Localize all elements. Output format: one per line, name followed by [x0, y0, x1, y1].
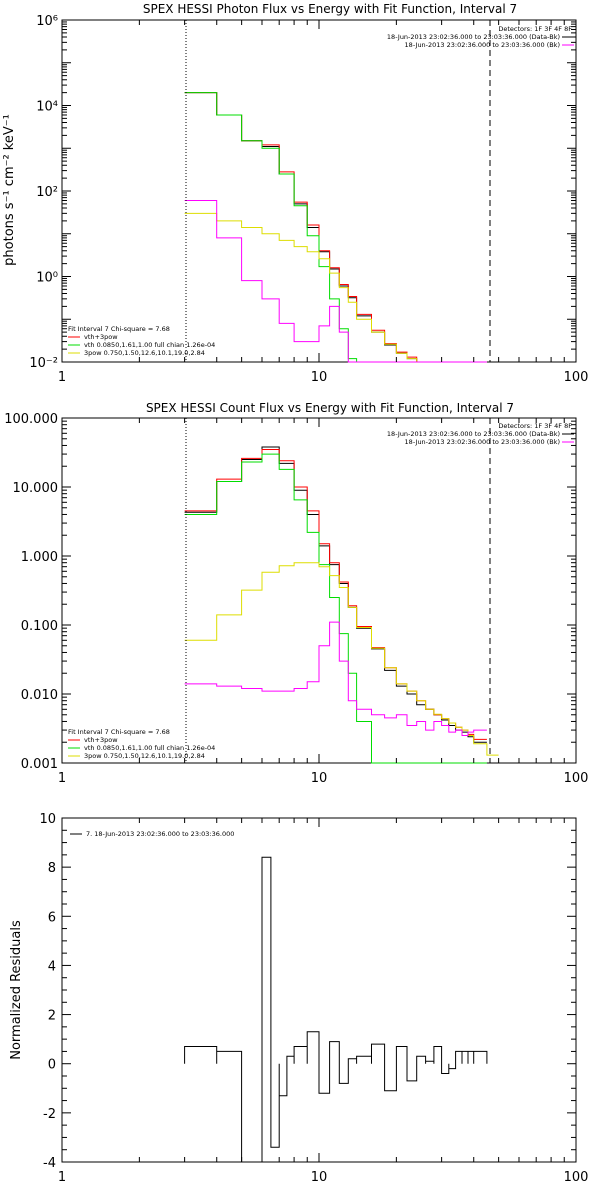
y-tick-label: 2	[48, 1009, 56, 1024]
y-tick-label: 0	[48, 1058, 56, 1073]
fit-range-markers	[185, 418, 491, 763]
series-group	[184, 92, 487, 363]
legend-entry-power: 3pow 0.750,1.50,12.6,10.1,19.0,2.84	[84, 349, 205, 357]
legend-entry-thermal: vth 0.0850,1.61,1.00 full chian 1.26e-04	[84, 341, 215, 349]
series-data-bk-line	[184, 92, 487, 363]
y-tick-label: 100.000	[4, 412, 58, 427]
y-axis-label: photons s⁻¹ cm⁻² keV⁻¹	[2, 114, 17, 266]
y-tick-label: 1.000	[21, 550, 58, 565]
y-tick-label: 10⁰	[36, 271, 58, 286]
fit-header: Fit Interval 7 Chi-square = 7.68	[68, 325, 170, 333]
legend-bottom-left: Fit Interval 7 Chi-square = 7.68 vth+3po…	[68, 728, 215, 760]
legend-top-left: 7. 18-Jun-2013 23:02:36.000 to 23:03:36.…	[70, 830, 234, 838]
x-tick-label: 100	[564, 1170, 589, 1185]
legend-entry-data: 18-Jun-2013 23:02:36.000 to 23:03:36.000…	[387, 33, 560, 41]
y-tick-label: 10	[39, 812, 56, 827]
legend-entry-fit: vth+3pow	[84, 333, 118, 341]
series-bk-line	[184, 621, 487, 736]
residuals-panel: Normalized Residuals 1 10 100 -4 -2 0 2 4 6 8 10 7…	[9, 812, 588, 1185]
legend-entry-thermal: vth 0.0850,1.61,1.00 full chian 1.26e-04	[84, 744, 215, 752]
legend-entry-fit: vth+3pow	[84, 736, 118, 744]
series-vth-line	[184, 92, 487, 363]
series-3pow-line	[184, 562, 499, 756]
x-tick-label: 1	[58, 1170, 66, 1185]
legend-entry-bk: 18-Jun-2013 23:02:36.000 to 23:03:36.000…	[405, 438, 560, 446]
x-tick-label: 100	[564, 370, 589, 385]
y-tick-label: 10⁻²	[29, 356, 58, 371]
y-tick-label: 4	[48, 959, 56, 974]
x-tick-label: 1	[58, 370, 66, 385]
y-tick-label: 10⁶	[36, 14, 58, 29]
fit-header: Fit Interval 7 Chi-square = 7.68	[68, 728, 170, 736]
series-data-bk-line	[184, 446, 487, 743]
y-tick-label: 0.100	[21, 619, 58, 634]
tick-group: 1 10 100 0.001 0.010 0.100 1.000 10.000 100.000	[4, 412, 588, 786]
series-vth-3pow-line	[184, 449, 487, 740]
legend-top-right: Detectors: 1F 3F 4F 8F 18-Jun-2013 23:02…	[387, 422, 574, 446]
y-tick-label: -4	[43, 1156, 56, 1171]
fit-range-markers	[185, 20, 491, 362]
x-tick-label: 10	[311, 771, 328, 786]
series-group	[184, 856, 488, 1163]
panel-title: SPEX HESSI Count Flux vs Energy with Fit…	[146, 401, 514, 415]
legend-entry-bk: 18-Jun-2013 23:02:36.000 to 23:03:36.000…	[405, 41, 560, 49]
series-vth-3pow-line	[184, 92, 487, 363]
series-vth-line	[184, 453, 487, 764]
y-tick-label: 6	[48, 910, 56, 925]
panel-title: SPEX HESSI Photon Flux vs Energy with Fi…	[143, 2, 517, 16]
series-7-18-jun-2013-23-02-36-000-to-23-03-36-000-line	[184, 856, 488, 1163]
plot-frame	[61, 417, 577, 764]
y-tick-label: 10⁴	[36, 100, 58, 115]
series-bk-line	[184, 200, 487, 363]
y-axis-label: Normalized Residuals	[9, 920, 24, 1060]
y-tick-label: -2	[43, 1107, 56, 1122]
tick-group: 1 10 100 -4 -2 0 2 4 6 8 10	[39, 812, 588, 1185]
x-tick-label: 1	[58, 771, 66, 786]
legend-entry-residuals: 7. 18-Jun-2013 23:02:36.000 to 23:03:36.…	[86, 830, 234, 838]
x-tick-label: 10	[311, 1170, 328, 1185]
series-3pow-line	[184, 212, 487, 363]
legend-top-right: Detectors: 1F 3F 4F 8F 18-Jun-2013 23:02…	[387, 25, 574, 49]
legend-entry-power: 3pow 0.750,1.50,12.6,10.1,19.0,2.84	[84, 752, 205, 760]
y-tick-label: 0.001	[21, 757, 58, 772]
y-tick-label: 8	[48, 861, 56, 876]
count-flux-panel: SPEX HESSI Count Flux vs Energy with Fit…	[4, 401, 588, 786]
y-tick-label: 0.010	[21, 688, 58, 703]
detectors-label: Detectors: 1F 3F 4F 8F	[498, 422, 572, 430]
series-group	[184, 446, 499, 764]
detectors-label: Detectors: 1F 3F 4F 8F	[498, 25, 572, 33]
x-tick-label: 100	[564, 771, 589, 786]
plot-frame	[61, 19, 577, 363]
y-tick-label: 10²	[36, 185, 58, 200]
tick-group: 1 10 100 10⁻² 10⁰ 10² 10⁴ 10⁶	[29, 14, 588, 385]
legend-entry-data: 18-Jun-2013 23:02:36.000 to 23:03:36.000…	[387, 430, 560, 438]
legend-bottom-left: Fit Interval 7 Chi-square = 7.68 vth+3po…	[68, 325, 215, 357]
photon-flux-panel: SPEX HESSI Photon Flux vs Energy with Fi…	[2, 2, 588, 385]
y-tick-label: 10.000	[13, 481, 59, 496]
plot-frame	[61, 817, 577, 1163]
x-tick-label: 10	[311, 370, 328, 385]
